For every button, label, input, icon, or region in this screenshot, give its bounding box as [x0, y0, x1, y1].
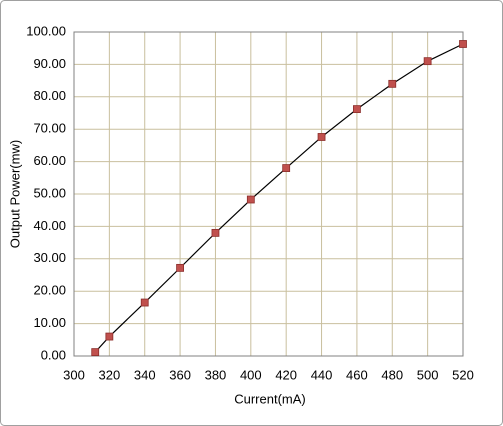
data-point	[388, 79, 397, 88]
series-line	[94, 43, 464, 353]
x-tick-label: 500	[417, 367, 439, 382]
data-point	[282, 164, 291, 172]
y-tick-label: 10.00	[33, 315, 66, 330]
x-tick-label: 420	[275, 367, 297, 382]
data-point	[176, 263, 184, 272]
x-tick-label: 380	[205, 367, 227, 382]
data-point	[459, 40, 467, 48]
x-tick-label: 340	[134, 367, 156, 382]
x-tick-label: 520	[452, 367, 474, 382]
data-point	[140, 298, 149, 307]
plot-border	[73, 31, 464, 357]
y-tick-label: 50.00	[33, 185, 66, 200]
y-axis-label: Output Power(mw)	[7, 140, 22, 248]
y-tick-label: 70.00	[33, 121, 66, 136]
data-point	[353, 105, 361, 114]
data-point	[423, 57, 432, 66]
data-point	[211, 228, 220, 237]
y-tick-label: 60.00	[33, 153, 66, 168]
y-tick-label: 90.00	[33, 56, 66, 71]
x-tick-label: 460	[346, 367, 368, 382]
y-tick-label: 80.00	[33, 88, 66, 103]
x-tick-label: 360	[169, 367, 191, 382]
x-tick-label: 300	[63, 367, 85, 382]
y-tick-label: 30.00	[33, 250, 66, 265]
data-point	[246, 195, 255, 204]
data-point	[91, 348, 100, 357]
y-tick-label: 0.00	[41, 347, 66, 362]
x-tick-label: 440	[311, 367, 333, 382]
x-axis-label: Current(mA)	[234, 391, 306, 406]
x-tick-label: 320	[99, 367, 121, 382]
data-point	[317, 133, 326, 141]
y-tick-label: 40.00	[33, 218, 66, 233]
data-point	[105, 332, 114, 341]
y-tick-label: 20.00	[33, 283, 66, 298]
x-tick-label: 400	[240, 367, 262, 382]
y-tick-label: 100.00	[26, 23, 66, 38]
x-tick-label: 480	[381, 367, 403, 382]
